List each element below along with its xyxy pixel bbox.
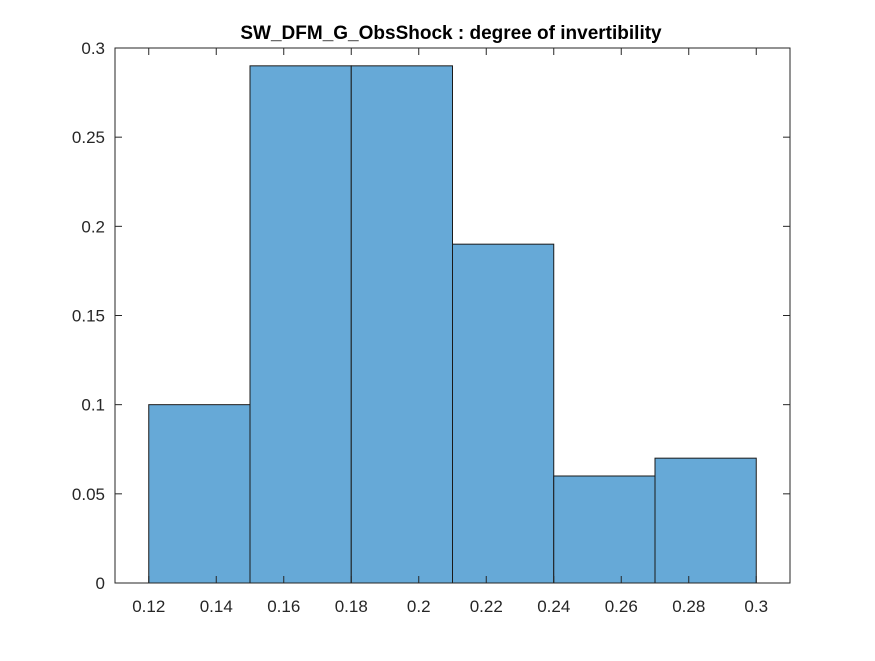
histogram-bar: [249, 65, 352, 584]
histogram-bar: [654, 457, 757, 584]
histogram-bar: [553, 475, 656, 584]
y-tick-label: 0.15: [72, 307, 105, 326]
x-tick-label: 0.14: [200, 597, 233, 616]
chart-title: SW_DFM_G_ObsShock : degree of invertibil…: [240, 23, 662, 44]
y-tick-label: 0.3: [81, 39, 105, 58]
bars-group: [148, 65, 757, 584]
y-tick-label: 0.05: [72, 485, 105, 504]
y-tick-label: 0.25: [72, 128, 105, 147]
x-tick-label: 0.26: [605, 597, 638, 616]
x-tick-label: 0.12: [132, 597, 165, 616]
histogram-bar: [452, 243, 555, 584]
x-tick-label: 0.22: [470, 597, 503, 616]
y-tick-label: 0.2: [81, 217, 105, 236]
histogram-bar: [350, 65, 453, 584]
y-tick-label: 0: [96, 574, 105, 593]
x-tick-label: 0.3: [744, 597, 768, 616]
y-tick-label: 0.1: [81, 396, 105, 415]
x-tick-label: 0.28: [672, 597, 705, 616]
y-axis-ticks: 0 0.05 0.1 0.15 0.2 0.25 0.3: [72, 39, 790, 593]
x-tick-label: 0.18: [335, 597, 368, 616]
x-tick-label: 0.2: [407, 597, 431, 616]
x-axis-ticks: 0.12 0.14 0.16 0.18 0.2 0.22 0.24 0.26 0.28 0.3: [132, 48, 768, 616]
histogram-bar: [148, 404, 251, 584]
x-tick-label: 0.24: [537, 597, 570, 616]
x-tick-label: 0.16: [267, 597, 300, 616]
